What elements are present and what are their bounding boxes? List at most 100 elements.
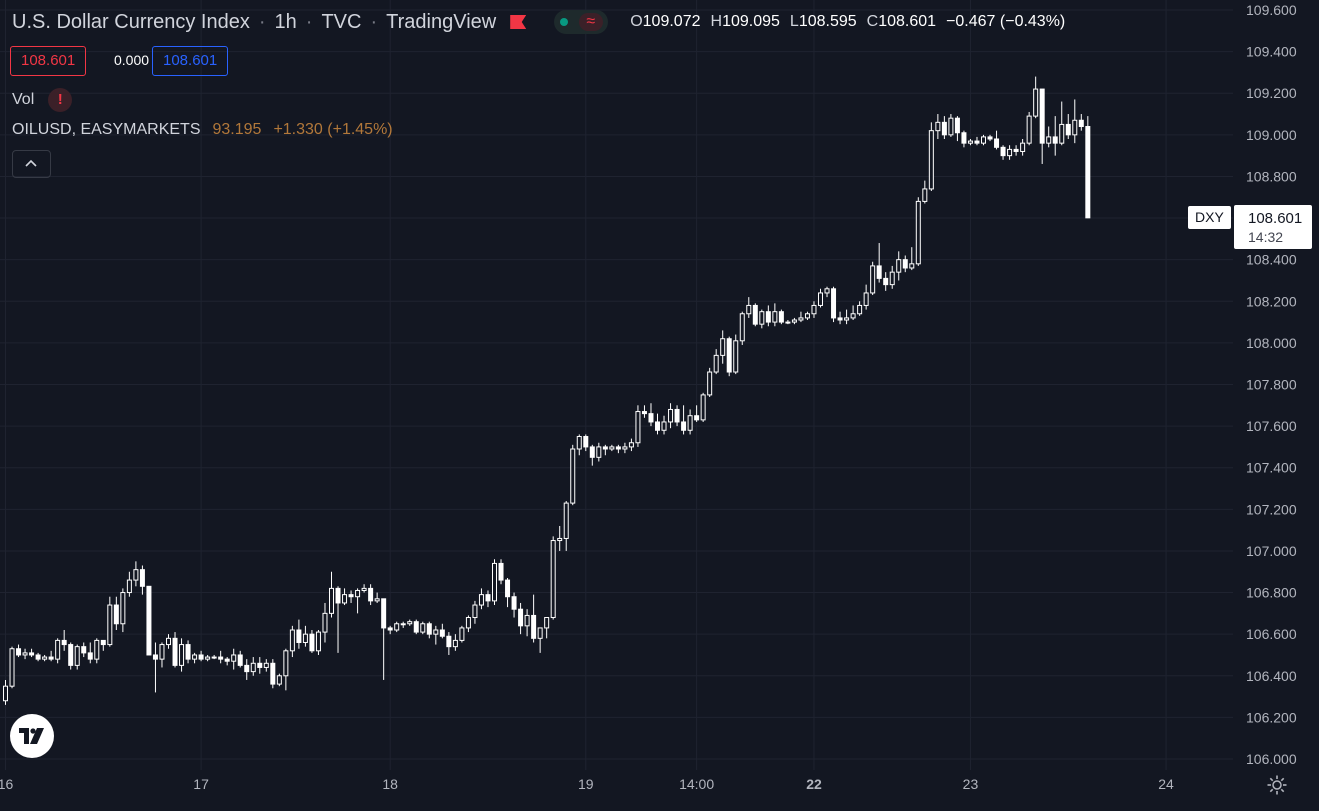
candle bbox=[309, 630, 315, 653]
candle-body-down bbox=[831, 288, 837, 319]
candle-body-up bbox=[596, 446, 602, 458]
candle-body-down bbox=[589, 446, 595, 458]
candle-body-down bbox=[296, 629, 302, 643]
candle-body-up bbox=[342, 594, 348, 604]
candle bbox=[257, 657, 263, 674]
candle bbox=[1000, 145, 1006, 160]
candle bbox=[818, 288, 823, 308]
settings-gear-icon[interactable] bbox=[1266, 774, 1288, 796]
close-value: 108.601 bbox=[878, 13, 937, 30]
candle bbox=[798, 311, 804, 323]
candle-body-up bbox=[909, 263, 915, 269]
sell-button[interactable]: 108.601 bbox=[10, 46, 87, 76]
candle bbox=[1059, 101, 1065, 146]
chart-legend-title: U.S. Dollar Currency Index · 1h · TVC · … bbox=[12, 10, 1065, 34]
candle-body-up bbox=[394, 623, 400, 631]
candle bbox=[192, 652, 198, 664]
candle-body-down bbox=[224, 658, 230, 662]
candle-body-down bbox=[941, 121, 947, 136]
candle bbox=[296, 619, 302, 649]
candle bbox=[48, 650, 54, 662]
candle-body-up bbox=[668, 408, 674, 423]
candle bbox=[739, 311, 745, 345]
candle bbox=[583, 434, 589, 452]
candle-body-down bbox=[485, 594, 491, 602]
candle bbox=[1065, 114, 1071, 139]
candle bbox=[68, 642, 74, 670]
candle-body-up bbox=[94, 639, 100, 660]
candle bbox=[902, 255, 908, 273]
interval-label[interactable]: 1h bbox=[274, 10, 297, 33]
candle-body-down bbox=[309, 633, 315, 652]
tradingview-logo-icon[interactable] bbox=[10, 714, 54, 758]
candle bbox=[511, 592, 517, 618]
candle-body-down bbox=[387, 627, 393, 631]
price-tick-label: 109.000 bbox=[1246, 127, 1297, 143]
buy-button[interactable]: 108.601 bbox=[152, 46, 229, 76]
candle-body-up bbox=[283, 650, 289, 677]
symbol-name[interactable]: U.S. Dollar Currency Index bbox=[12, 10, 250, 33]
compare-symbol-legend[interactable]: OILUSD, EASYMARKETS 93.195 +1.330 (+1.45… bbox=[12, 121, 393, 139]
candlestick-chart[interactable] bbox=[0, 0, 1233, 770]
candle bbox=[120, 588, 126, 633]
candle-body-up bbox=[1059, 123, 1065, 144]
candle-body-up bbox=[635, 411, 641, 444]
candle bbox=[544, 617, 550, 639]
candle-body-up bbox=[126, 579, 132, 594]
candle bbox=[152, 642, 158, 693]
flag-icon[interactable] bbox=[510, 15, 527, 29]
volume-indicator-legend[interactable]: Vol ! bbox=[12, 88, 73, 112]
candle bbox=[752, 303, 758, 327]
candle-body-down bbox=[244, 664, 250, 673]
candle-body-up bbox=[687, 415, 693, 431]
time-tick-label: 24 bbox=[1158, 776, 1174, 792]
candle bbox=[628, 438, 634, 452]
candle bbox=[674, 405, 680, 427]
candle-body-up bbox=[622, 446, 628, 450]
candle-body-up bbox=[302, 633, 308, 643]
candle-body-up bbox=[276, 675, 282, 685]
candle-body-up bbox=[1033, 88, 1039, 117]
time-axis[interactable]: 16 17 18 19 14:00 22 23 24 bbox=[0, 770, 1233, 811]
candle-body-up bbox=[922, 188, 928, 202]
candle-body-up bbox=[192, 654, 198, 660]
time-tick-label: 17 bbox=[193, 776, 209, 792]
collapse-legend-button[interactable] bbox=[12, 150, 51, 178]
price-axis[interactable]: 106.000 106.200 106.400 106.600 106.800 107.0… bbox=[1233, 0, 1319, 770]
candle-body-up bbox=[315, 631, 321, 652]
candle-body-down bbox=[172, 637, 178, 666]
market-status-icon[interactable]: ≈ bbox=[554, 10, 609, 34]
compare-value: 93.195 bbox=[212, 121, 262, 138]
candle bbox=[29, 648, 35, 658]
high-value: 109.095 bbox=[722, 13, 780, 30]
candle bbox=[218, 650, 224, 664]
candle-body-down bbox=[641, 411, 647, 415]
volume-label[interactable]: Vol bbox=[12, 91, 35, 108]
candle bbox=[329, 571, 334, 618]
candle-body-up bbox=[609, 446, 615, 450]
candle-body-down bbox=[146, 585, 152, 656]
spread-value: 0.000 bbox=[114, 52, 150, 68]
candle-body-down bbox=[681, 421, 687, 431]
candle-body-down bbox=[368, 587, 374, 602]
candle bbox=[237, 650, 243, 668]
candle bbox=[733, 334, 739, 375]
warning-icon[interactable]: ! bbox=[48, 88, 73, 112]
candle-body-down bbox=[883, 277, 889, 286]
candle-body-up bbox=[107, 604, 113, 646]
candle-body-down bbox=[1085, 126, 1091, 219]
compare-symbol-name[interactable]: OILUSD, EASYMARKETS bbox=[12, 121, 201, 138]
candle-body-down bbox=[954, 117, 960, 134]
candle-body-down bbox=[426, 623, 432, 635]
candle-body-down bbox=[531, 614, 537, 639]
price-tick-label: 109.200 bbox=[1246, 85, 1297, 101]
candle bbox=[100, 639, 106, 651]
candle bbox=[681, 405, 687, 435]
candle bbox=[446, 632, 452, 655]
price-tick-label: 109.600 bbox=[1246, 2, 1297, 18]
last-price-label: 108.601 14:32 bbox=[1234, 205, 1312, 249]
price-tick-label: 108.000 bbox=[1246, 335, 1297, 351]
candle-body-up bbox=[133, 569, 139, 581]
candle bbox=[974, 136, 980, 146]
candle-body-down bbox=[994, 138, 1000, 148]
